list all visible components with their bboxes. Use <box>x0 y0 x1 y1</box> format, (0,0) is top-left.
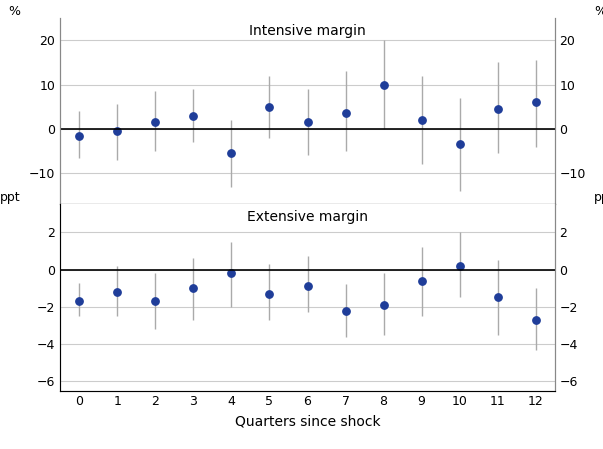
Point <box>113 128 122 135</box>
Text: ppt: ppt <box>595 191 603 204</box>
Point <box>341 110 350 117</box>
Text: %: % <box>8 5 21 18</box>
Text: ppt: ppt <box>0 191 21 204</box>
Point <box>341 307 350 314</box>
Point <box>379 81 388 88</box>
Point <box>531 316 540 323</box>
Point <box>455 262 464 269</box>
Point <box>151 298 160 305</box>
Point <box>455 141 464 148</box>
Point <box>227 270 236 277</box>
Point <box>189 285 198 292</box>
Text: Intensive margin: Intensive margin <box>249 23 366 38</box>
Point <box>417 116 426 123</box>
Point <box>303 119 312 126</box>
Point <box>493 294 502 301</box>
Point <box>493 106 502 113</box>
Point <box>75 132 84 139</box>
Point <box>303 283 312 290</box>
Text: %: % <box>595 5 603 18</box>
Point <box>379 301 388 308</box>
Point <box>113 288 122 295</box>
Point <box>531 99 540 106</box>
Point <box>151 119 160 126</box>
Point <box>265 290 274 297</box>
Point <box>75 298 84 305</box>
Point <box>265 103 274 110</box>
Point <box>417 277 426 284</box>
Point <box>227 150 236 157</box>
X-axis label: Quarters since shock: Quarters since shock <box>235 414 380 428</box>
Text: Extensive margin: Extensive margin <box>247 210 368 224</box>
Point <box>189 112 198 119</box>
